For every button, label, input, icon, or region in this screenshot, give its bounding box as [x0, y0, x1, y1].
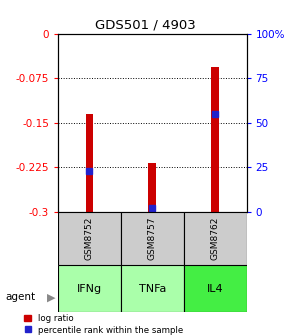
Text: GDS501 / 4903: GDS501 / 4903 [95, 18, 195, 32]
Legend: log ratio, percentile rank within the sample: log ratio, percentile rank within the sa… [24, 314, 183, 335]
Text: IL4: IL4 [207, 284, 223, 294]
Text: GSM8762: GSM8762 [211, 217, 220, 260]
Bar [211, 68, 219, 212]
Text: agent: agent [6, 292, 36, 302]
Bar [86, 114, 93, 212]
Text: IFNg: IFNg [77, 284, 102, 294]
Bar [58, 265, 121, 312]
Bar [148, 163, 156, 212]
Bar [121, 212, 184, 265]
Bar [184, 265, 246, 312]
Bar [121, 265, 184, 312]
Text: TNFa: TNFa [139, 284, 166, 294]
Text: GSM8752: GSM8752 [85, 217, 94, 260]
Bar [184, 212, 246, 265]
Bar [58, 212, 121, 265]
Text: ▶: ▶ [46, 292, 55, 302]
Text: GSM8757: GSM8757 [148, 217, 157, 260]
